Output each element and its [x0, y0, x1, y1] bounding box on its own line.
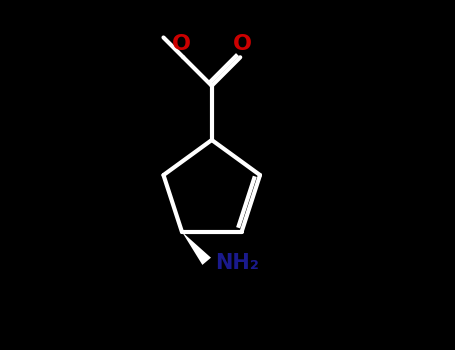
Text: NH₂: NH₂: [215, 253, 259, 273]
Text: O: O: [233, 35, 252, 55]
Polygon shape: [182, 232, 211, 265]
Text: O: O: [172, 35, 191, 55]
